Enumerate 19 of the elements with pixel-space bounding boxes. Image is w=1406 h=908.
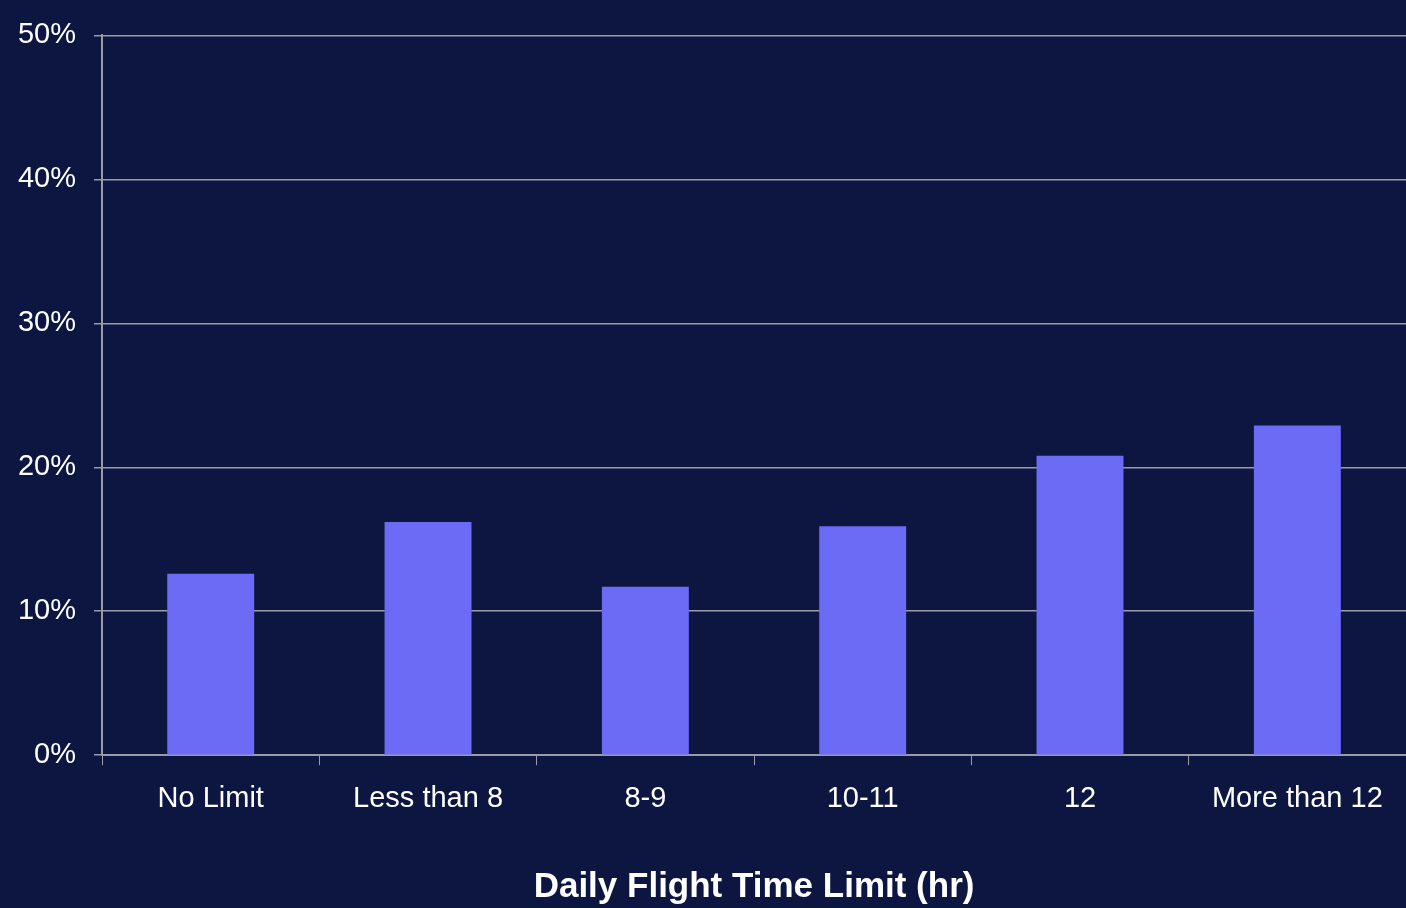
- bar: [1036, 455, 1124, 755]
- bar: [1253, 425, 1341, 755]
- y-tick-label: 10%: [18, 593, 77, 626]
- x-tick-label: Less than 8: [353, 780, 504, 813]
- x-tick-label: 12: [1063, 780, 1097, 813]
- bar: [601, 586, 689, 755]
- bar: [167, 573, 255, 755]
- y-tick-label: 30%: [18, 305, 77, 338]
- x-tick-label: More than 12: [1211, 780, 1383, 813]
- x-tick-label: 8-9: [624, 780, 667, 813]
- x-tick-label: 10-11: [826, 780, 899, 813]
- y-tick-label: 20%: [18, 449, 77, 482]
- bar: [384, 521, 472, 755]
- y-tick-label: 0%: [34, 737, 77, 770]
- x-tick-label: No Limit: [157, 780, 264, 813]
- y-tick-label: 40%: [18, 161, 77, 194]
- bar: [819, 526, 907, 755]
- x-axis-title: Daily Flight Time Limit (hr): [533, 864, 975, 904]
- y-tick-label: 50%: [18, 17, 77, 50]
